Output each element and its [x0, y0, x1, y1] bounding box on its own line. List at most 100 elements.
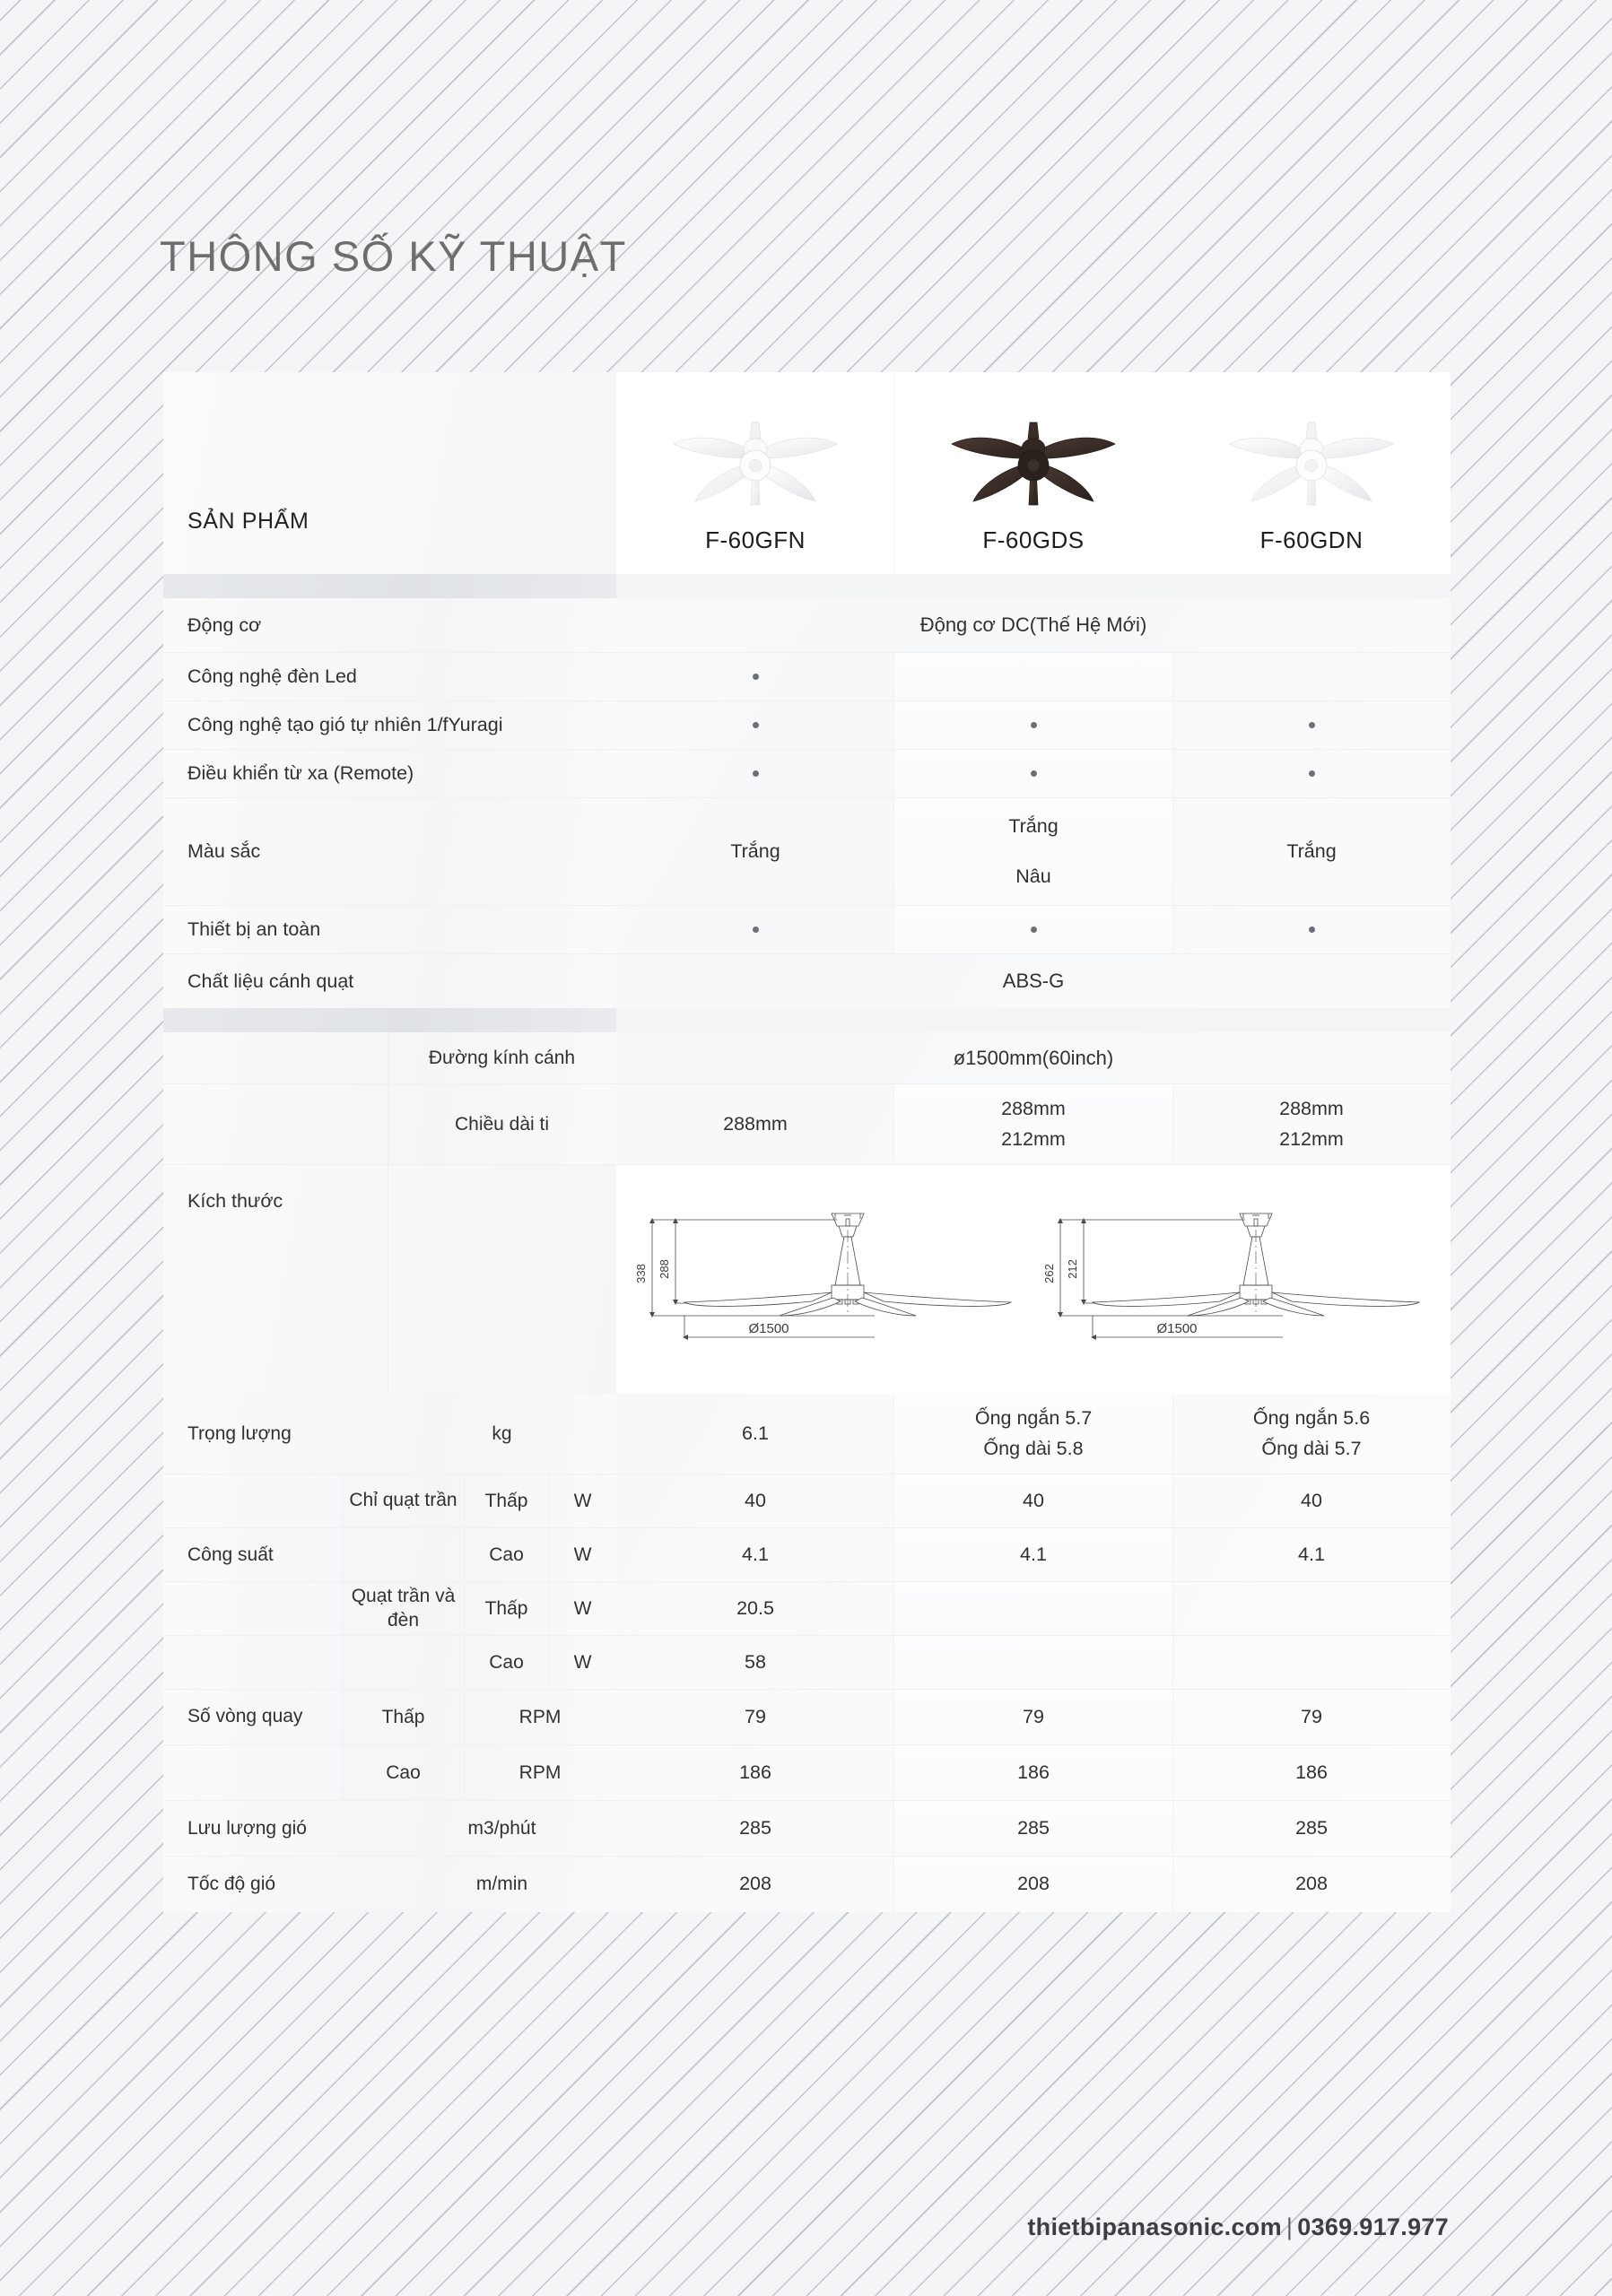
row-power-fanlight-low: Quạt trần và đèn Thấp W 20.5 [163, 1582, 1451, 1636]
row-label-dimensions-wrap: Kích thước [163, 1165, 616, 1394]
row-value-led-col3 [1172, 653, 1451, 700]
row-value-power-fanlight-low-col3 [1172, 1582, 1451, 1635]
fan-image-f60gdn [1208, 408, 1415, 523]
row-blade-material: Chất liệu cánh quạt ABS-G [163, 954, 1451, 1008]
row-yuragi: Công nghệ tạo gió tự nhiên 1/fYuragi [163, 701, 1451, 750]
power-unit-fan-low: W [549, 1474, 616, 1527]
section-divider-band-2 [163, 1008, 1451, 1032]
row-label-power-fanlight-high-wrap: Cao W [163, 1636, 616, 1689]
row-value-color-col2: Trắng Nâu [894, 798, 1172, 905]
row-value-safety-col1 [616, 906, 894, 953]
drawing2-rod-height-label: 212 [1066, 1259, 1079, 1279]
row-label-power-fan-high-wrap: Công suất Cao W [163, 1528, 616, 1581]
rod-line-2: 212mm [1279, 1127, 1344, 1150]
row-label-rpm-high-wrap: Cao RPM [163, 1745, 616, 1800]
power-unit-fanlight-high: W [549, 1636, 616, 1689]
power-label-spacer [163, 1474, 343, 1527]
row-value-power-fan-high-col2: 4.1 [894, 1528, 1172, 1581]
power-group-name-fanlight: Quạt trần và đèn [343, 1582, 464, 1635]
row-label-dimensions: Kích thước [187, 1190, 283, 1212]
row-value-rpm-low-col3: 79 [1301, 1705, 1322, 1727]
ceiling-fan-white-icon [673, 422, 838, 506]
row-label-color: Màu sắc [163, 798, 616, 905]
rpm-unit-low: RPM [464, 1690, 616, 1744]
row-value-power-fanlight-low-col1: 20.5 [736, 1596, 774, 1619]
bullet-dot-icon [1030, 722, 1037, 728]
row-led: Công nghệ đèn Led [163, 653, 1451, 701]
weight-line-1: Ống ngắn 5.7 [974, 1407, 1093, 1430]
row-value-rpm-low-col2: 79 [894, 1690, 1172, 1744]
rod-line-2: 212mm [1001, 1127, 1066, 1150]
row-label-blade-diameter: Đường kính cánh [388, 1032, 616, 1083]
row-value-weight-col1: 6.1 [742, 1422, 769, 1444]
row-value-power-fan-low-col1: 40 [745, 1489, 766, 1511]
row-value-airspeed-col1: 208 [739, 1873, 771, 1895]
product-header-row: SẢN PHẨM [163, 372, 1451, 574]
dimensions-label-spacer [163, 1032, 388, 1083]
product-cell-f60gfn: F-60GFN [616, 372, 894, 574]
rpm-mode-low: Thấp [343, 1690, 464, 1744]
row-label-remote: Điều khiển từ xa (Remote) [163, 750, 616, 797]
row-label-power-fan-low-wrap: Chỉ quạt trần Thấp W [163, 1474, 616, 1527]
drawing1-total-height-label: 338 [634, 1264, 648, 1283]
weight-line-2: Ống dài 5.8 [983, 1437, 1084, 1459]
row-value-motor-all: Động cơ DC(Thế Hệ Mới) [919, 613, 1147, 636]
row-label-safety: Thiết bị an toàn [163, 906, 616, 953]
row-power-fanlight-high: Cao W 58 [163, 1636, 1451, 1690]
row-label-weight: Trọng lượng [187, 1422, 292, 1444]
fan-image-f60gds [930, 408, 1137, 523]
section-divider-band [163, 574, 1451, 598]
product-name-f60gfn: F-60GFN [705, 526, 806, 553]
drawings-area: 338 288 Ø1500 [616, 1165, 1451, 1394]
footer-contact: thietbipanasonic.com | 0369.917.977 [1027, 2213, 1449, 2241]
band-right [616, 574, 1451, 598]
power-mode-fanlight-high: Cao [464, 1636, 549, 1689]
power-mode-fan-low: Thấp [464, 1474, 549, 1527]
row-value-airflow-col2: 285 [894, 1801, 1172, 1856]
row-value-power-fan-low-col2: 40 [894, 1474, 1172, 1527]
row-value-power-fanlight-high-col1: 58 [745, 1650, 766, 1673]
footer-website[interactable]: thietbipanasonic.com [1027, 2213, 1282, 2240]
row-rpm-high: Cao RPM 186 186 186 [163, 1745, 1451, 1801]
row-label-airspeed: Tốc độ gió [187, 1874, 276, 1894]
row-motor: Động cơ Động cơ DC(Thế Hệ Mới) [163, 598, 1451, 653]
row-value-rod-length-col1: 288mm [723, 1112, 788, 1135]
power-group-name-fan-text: Chỉ quạt trần [349, 1490, 457, 1511]
row-value-airspeed-col3: 208 [1295, 1873, 1328, 1895]
rod-line-1: 288mm [1279, 1098, 1344, 1120]
row-value-safety-col3 [1172, 906, 1451, 953]
row-rpm-low: Số vòng quay Thấp RPM 79 79 79 [163, 1690, 1451, 1745]
power-unit-fanlight-low: W [549, 1582, 616, 1635]
rpm-unit-high: RPM [464, 1745, 616, 1800]
row-value-power-fan-high-col3: 4.1 [1298, 1543, 1325, 1565]
row-dimension-drawings: Kích thước [163, 1165, 1451, 1394]
row-value-weight-col2: Ống ngắn 5.7 Ống dài 5.8 [894, 1394, 1172, 1474]
power-mode-fanlight-low: Thấp [464, 1582, 549, 1635]
row-value-remote-col1 [616, 750, 894, 797]
row-remote: Điều khiển từ xa (Remote) [163, 750, 1451, 798]
row-value-power-fanlight-low-col2 [894, 1582, 1172, 1635]
row-power-fan-low: Chỉ quạt trần Thấp W 40 40 40 [163, 1474, 1451, 1528]
row-value-airflow-col3: 285 [1295, 1816, 1328, 1839]
power-group-name-fanlight-cont [343, 1636, 464, 1689]
row-unit-airflow: m3/phút [467, 1817, 536, 1839]
power-group-name-fan: Chỉ quạt trần [343, 1474, 464, 1527]
product-name-f60gds: F-60GDS [982, 526, 1085, 553]
row-value-color-col3: Trắng [1286, 839, 1337, 862]
page-title: THÔNG SỐ KỸ THUẬT [160, 232, 627, 280]
row-weight: Trọng lượng kg 6.1 Ống ngắn 5.7 Ống dài … [163, 1394, 1451, 1474]
row-label-airspeed-wrap: Tốc độ gió m/min [163, 1857, 616, 1912]
drawing1-rod-height-label: 288 [658, 1259, 671, 1279]
bullet-dot-icon [752, 674, 759, 680]
footer-separator: | [1285, 2213, 1294, 2240]
row-label-airflow-wrap: Lưu lượng gió m3/phút [163, 1801, 616, 1856]
band-left [163, 1008, 616, 1032]
row-value-color-col1: Trắng [730, 839, 780, 862]
row-label-motor: Động cơ [163, 598, 616, 652]
bullet-dot-icon [1308, 722, 1315, 728]
footer-phone[interactable]: 0369.917.977 [1297, 2213, 1449, 2240]
band-left [163, 574, 616, 598]
row-power-fan-high: Công suất Cao W 4.1 4.1 4.1 [163, 1528, 1451, 1582]
row-label-blade-diameter-wrap: Đường kính cánh [163, 1032, 616, 1083]
drawing1-diameter-label: Ø1500 [748, 1321, 789, 1336]
